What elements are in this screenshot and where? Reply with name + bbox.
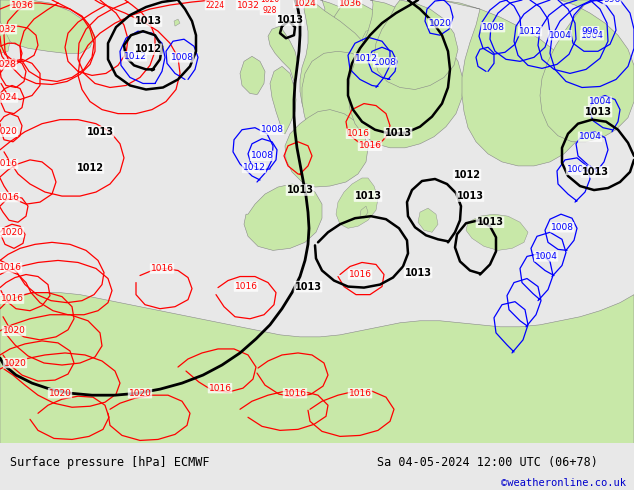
- Text: 996: 996: [581, 26, 598, 36]
- Text: 1004: 1004: [548, 31, 571, 40]
- Text: 1016: 1016: [0, 193, 20, 201]
- Text: 1016: 1016: [349, 389, 372, 398]
- Text: 1032: 1032: [236, 0, 259, 9]
- Text: 1012: 1012: [124, 52, 146, 61]
- Polygon shape: [326, 0, 398, 85]
- Text: 1020: 1020: [3, 326, 25, 335]
- Text: 1012: 1012: [77, 163, 103, 173]
- Polygon shape: [244, 184, 322, 250]
- Text: 1012: 1012: [453, 170, 481, 180]
- Text: 1020: 1020: [129, 389, 152, 398]
- Text: 1012: 1012: [134, 44, 162, 54]
- Text: 1013: 1013: [585, 107, 612, 117]
- Polygon shape: [174, 19, 180, 26]
- Text: 1020: 1020: [4, 359, 27, 368]
- Polygon shape: [466, 214, 528, 250]
- Polygon shape: [418, 208, 438, 232]
- Text: 1036: 1036: [339, 0, 361, 7]
- Text: 1004: 1004: [579, 132, 602, 141]
- Text: 1013: 1013: [477, 217, 503, 227]
- Text: 1016: 1016: [0, 159, 18, 169]
- Polygon shape: [302, 51, 375, 128]
- Text: 1016: 1016: [1, 294, 23, 303]
- Text: 1012: 1012: [243, 164, 266, 172]
- Text: Surface pressure [hPa] ECMWF: Surface pressure [hPa] ECMWF: [10, 457, 209, 469]
- Text: 1013: 1013: [384, 128, 411, 138]
- Text: 1008: 1008: [261, 125, 283, 134]
- Text: 1008: 1008: [250, 151, 273, 160]
- Polygon shape: [374, 0, 458, 90]
- Text: 1004: 1004: [581, 31, 604, 40]
- Text: 1020: 1020: [49, 389, 72, 398]
- Polygon shape: [300, 0, 378, 126]
- Polygon shape: [285, 110, 368, 187]
- Text: 1028: 1028: [0, 60, 16, 69]
- Text: 1013: 1013: [295, 282, 321, 292]
- Text: ©weatheronline.co.uk: ©weatheronline.co.uk: [501, 478, 626, 488]
- Text: 1013: 1013: [404, 268, 432, 277]
- Text: 1020: 1020: [0, 127, 18, 136]
- Polygon shape: [0, 0, 10, 53]
- Text: 1004: 1004: [567, 166, 590, 174]
- Text: 1008: 1008: [550, 223, 574, 232]
- Text: 1016: 1016: [358, 141, 382, 150]
- Text: 996: 996: [604, 0, 621, 4]
- Text: 1024: 1024: [294, 0, 316, 7]
- Text: 1012: 1012: [519, 26, 541, 36]
- Polygon shape: [362, 29, 376, 49]
- Polygon shape: [270, 66, 296, 134]
- Polygon shape: [540, 0, 634, 142]
- Text: Sa 04-05-2024 12:00 UTC (06+78): Sa 04-05-2024 12:00 UTC (06+78): [377, 457, 598, 469]
- Text: 1020
928: 1020 928: [261, 0, 280, 15]
- Text: 1004: 1004: [534, 252, 557, 261]
- Text: 1013: 1013: [134, 16, 162, 26]
- Text: 1013: 1013: [86, 127, 113, 137]
- Text: 1004: 1004: [588, 97, 611, 106]
- Text: 1020: 1020: [429, 19, 451, 27]
- Polygon shape: [0, 293, 634, 443]
- Text: 1008: 1008: [481, 23, 505, 32]
- Text: 1016: 1016: [349, 270, 372, 279]
- Text: 1012: 1012: [354, 54, 377, 63]
- Text: 1013: 1013: [581, 167, 609, 177]
- Text: 1016: 1016: [283, 389, 306, 398]
- Text: 1008: 1008: [373, 58, 396, 67]
- Polygon shape: [440, 0, 586, 166]
- Polygon shape: [0, 0, 95, 53]
- Polygon shape: [268, 26, 298, 101]
- Text: 1008: 1008: [171, 53, 193, 62]
- Polygon shape: [315, 0, 375, 74]
- Text: 1013: 1013: [354, 191, 382, 201]
- Text: 1013: 1013: [287, 185, 313, 195]
- Polygon shape: [240, 56, 265, 95]
- Text: 1013: 1013: [456, 191, 484, 201]
- Text: 1024: 1024: [0, 93, 17, 102]
- Text: 1016: 1016: [347, 129, 370, 138]
- Text: 1016: 1016: [235, 282, 257, 291]
- Text: 1036: 1036: [11, 0, 34, 9]
- Text: 1013
2224: 1013 2224: [205, 0, 224, 10]
- Text: 1016: 1016: [0, 263, 22, 272]
- Polygon shape: [348, 0, 463, 148]
- Text: 1016: 1016: [209, 384, 231, 392]
- Polygon shape: [336, 178, 378, 228]
- Polygon shape: [360, 206, 368, 218]
- Text: 1032: 1032: [0, 24, 16, 34]
- Text: 1013: 1013: [276, 15, 304, 25]
- Text: 1020: 1020: [1, 228, 23, 237]
- Text: 1016: 1016: [150, 264, 174, 273]
